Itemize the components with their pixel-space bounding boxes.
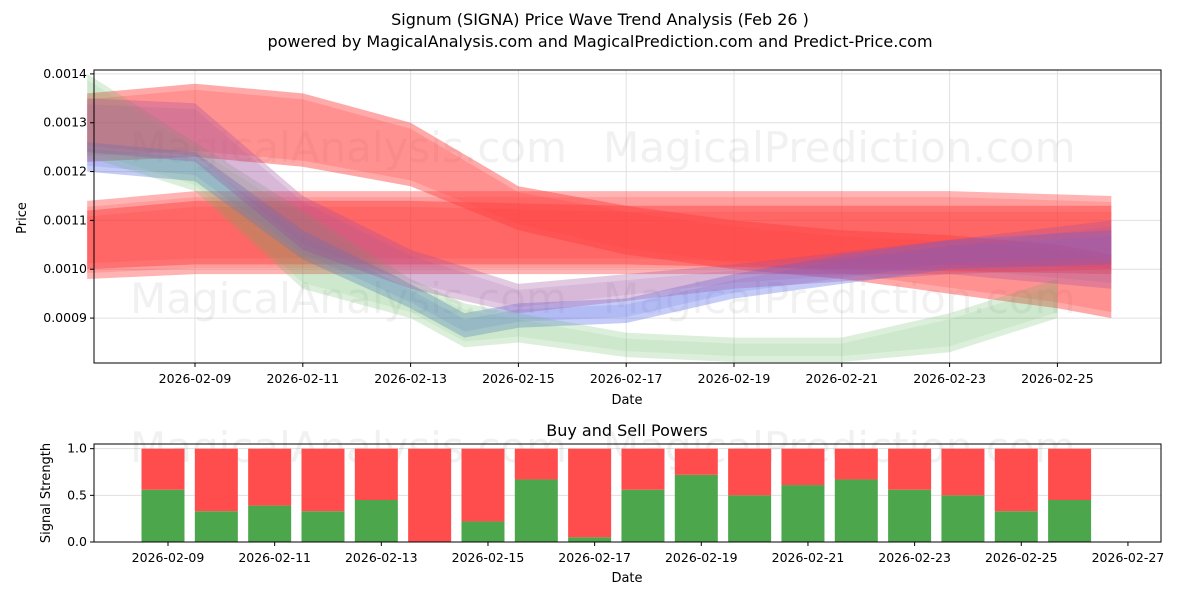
x-tick-label: 2026-02-25 (1021, 371, 1094, 386)
charts-canvas: MagicalAnalysis.com MagicalPrediction.co… (0, 0, 1200, 600)
sell-bar (941, 449, 984, 496)
buy-bar (888, 490, 931, 542)
sell-bar (621, 449, 664, 490)
y-tick-label: 0.0013 (43, 115, 87, 130)
sell-bar (728, 449, 771, 496)
x-tick-label: 2026-02-09 (132, 550, 205, 565)
buy-bar (621, 490, 664, 542)
sell-bar (355, 449, 398, 500)
price-x-label: Date (611, 393, 642, 408)
buy-bar (142, 490, 185, 542)
price-x-axis: 2026-02-09 2026-02-11 2026-02-13 2026-02-15… (159, 363, 1094, 386)
buy-bar (248, 506, 291, 542)
sell-bar (568, 449, 611, 538)
x-tick-label: 2026-02-15 (452, 550, 525, 565)
y-tick-label: 0.0012 (43, 164, 87, 179)
sell-bar (301, 449, 344, 512)
buy-sell-x-label: Date (611, 571, 642, 586)
y-tick-label: 0.0010 (43, 261, 87, 276)
x-tick-label: 2026-02-17 (590, 371, 663, 386)
x-tick-label: 2026-02-23 (913, 371, 986, 386)
y-tick-label: 1.0 (67, 441, 87, 456)
x-tick-label: 2026-02-09 (159, 371, 232, 386)
buy-sell-y-label: Signal Strength (39, 443, 54, 543)
x-tick-label: 2026-02-15 (482, 371, 555, 386)
y-tick-label: 0.0011 (43, 212, 87, 227)
sell-bar (675, 449, 718, 475)
sell-bar (408, 449, 451, 542)
y-tick-label: 0.5 (67, 487, 87, 502)
y-tick-label: 0.0014 (43, 66, 87, 81)
y-tick-label: 0.0 (67, 534, 87, 549)
price-wave-chart: MagicalAnalysis.com MagicalPrediction.co… (15, 66, 1161, 408)
sell-bar (835, 449, 878, 480)
buy-bar (835, 479, 878, 542)
price-y-label: Price (15, 202, 30, 234)
sell-bar (781, 449, 824, 485)
watermark-top-right: MagicalPrediction.com (603, 123, 1076, 172)
x-tick-label: 2026-02-11 (238, 550, 311, 565)
sell-bar (888, 449, 931, 490)
buy-bar (995, 511, 1038, 542)
buy-bar (515, 479, 558, 542)
x-tick-label: 2026-02-21 (805, 371, 878, 386)
x-tick-label: 2026-02-11 (266, 371, 339, 386)
buy-bar (781, 485, 824, 542)
x-tick-label: 2026-02-21 (772, 550, 845, 565)
x-tick-label: 2026-02-23 (878, 550, 951, 565)
x-tick-label: 2026-02-19 (665, 550, 738, 565)
x-tick-label: 2026-02-13 (345, 550, 418, 565)
x-tick-label: 2026-02-17 (558, 550, 631, 565)
buy-sell-chart: Buy and Sell Powers MagicalAnalysis.com … (39, 421, 1164, 586)
x-tick-label: 2026-02-19 (698, 371, 771, 386)
y-tick-label: 0.0009 (43, 310, 87, 325)
x-tick-label: 2026-02-25 (985, 550, 1058, 565)
sell-bar (995, 449, 1038, 512)
buy-bar (195, 511, 238, 542)
x-tick-label: 2026-02-27 (1092, 550, 1165, 565)
buy-sell-x-axis: 2026-02-09 2026-02-11 2026-02-13 2026-02-15… (132, 542, 1165, 565)
sell-bar (461, 449, 504, 522)
buy-bar (941, 495, 984, 542)
buy-bar (355, 500, 398, 542)
sell-bar (1048, 449, 1091, 500)
buy-bar (675, 475, 718, 542)
price-y-axis: 0.0009 0.0010 0.0011 0.0012 0.0013 0.0014 (43, 66, 94, 325)
buy-sell-y-axis: 0.0 0.5 1.0 (67, 441, 94, 549)
sell-bar (142, 449, 185, 490)
buy-bar (461, 521, 504, 542)
buy-bar (301, 511, 344, 542)
buy-bar (1048, 500, 1091, 542)
buy-bar (728, 495, 771, 542)
sell-bar (195, 449, 238, 512)
x-tick-label: 2026-02-13 (374, 371, 447, 386)
buy-bar (568, 537, 611, 542)
sell-bar (515, 449, 558, 480)
sell-bar (248, 449, 291, 506)
